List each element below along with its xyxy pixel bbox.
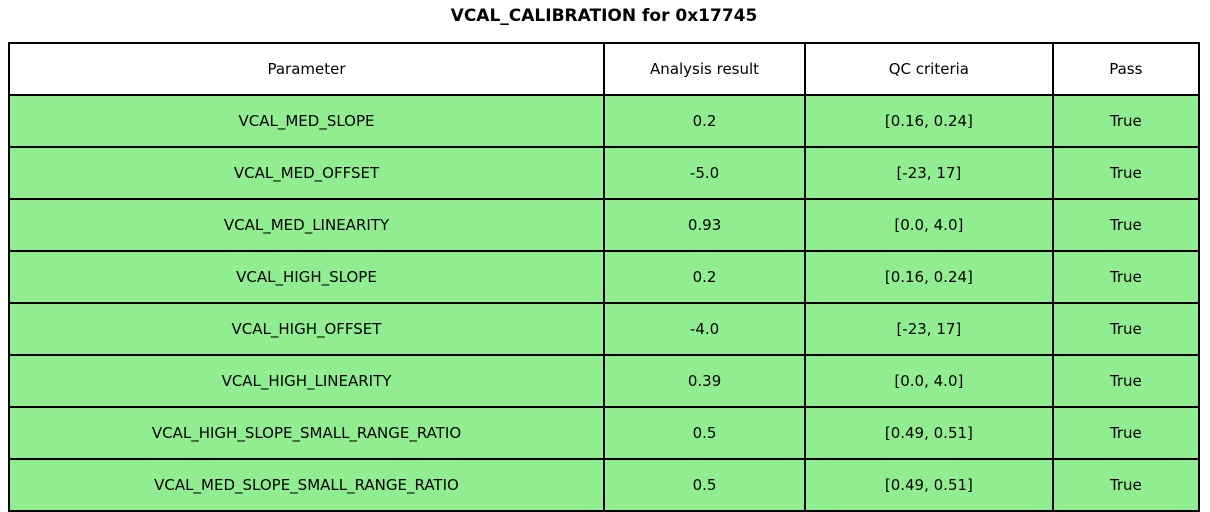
table-row: VCAL_MED_SLOPE_SMALL_RANGE_RATIO 0.5 [0.… [8,458,1201,512]
table-body: VCAL_MED_SLOPE 0.2 [0.16, 0.24] True VCA… [8,94,1201,512]
cell-pass: True [1051,354,1201,408]
cell-pass: True [1051,302,1201,356]
cell-qc-criteria: [0.0, 4.0] [804,198,1054,252]
cell-parameter: VCAL_MED_LINEARITY [8,198,605,252]
cell-pass: True [1051,198,1201,252]
column-header-qc-criteria: QC criteria [804,42,1054,96]
header-row: Parameter Analysis result QC criteria Pa… [8,42,1201,96]
cell-analysis-result: 0.5 [602,406,807,460]
cell-parameter: VCAL_HIGH_SLOPE [8,250,605,304]
page-title: VCAL_CALIBRATION for 0x17745 [450,6,758,26]
cell-parameter: VCAL_MED_SLOPE [8,94,605,148]
table-header: Parameter Analysis result QC criteria Pa… [8,42,1201,96]
cell-pass: True [1051,250,1201,304]
column-header-parameter: Parameter [8,42,605,96]
cell-qc-criteria: [-23, 17] [804,302,1054,356]
table-row: VCAL_HIGH_OFFSET -4.0 [-23, 17] True [8,302,1201,356]
cell-analysis-result: -4.0 [602,302,807,356]
cell-parameter: VCAL_MED_SLOPE_SMALL_RANGE_RATIO [8,458,605,512]
table-row: VCAL_HIGH_SLOPE_SMALL_RANGE_RATIO 0.5 [0… [8,406,1201,460]
cell-analysis-result: 0.5 [602,458,807,512]
table-row: VCAL_HIGH_SLOPE 0.2 [0.16, 0.24] True [8,250,1201,304]
cell-parameter: VCAL_HIGH_LINEARITY [8,354,605,408]
cell-pass: True [1051,458,1201,512]
cell-qc-criteria: [0.16, 0.24] [804,94,1054,148]
qc-results-table: Parameter Analysis result QC criteria Pa… [8,42,1201,512]
cell-pass: True [1051,406,1201,460]
cell-pass: True [1051,94,1201,148]
cell-qc-criteria: [0.49, 0.51] [804,406,1054,460]
column-header-analysis-result: Analysis result [602,42,807,96]
cell-analysis-result: 0.2 [602,250,807,304]
cell-analysis-result: -5.0 [602,146,807,200]
table-row: VCAL_MED_OFFSET -5.0 [-23, 17] True [8,146,1201,200]
cell-pass: True [1051,146,1201,200]
cell-qc-criteria: [-23, 17] [804,146,1054,200]
table-row: VCAL_MED_LINEARITY 0.93 [0.0, 4.0] True [8,198,1201,252]
cell-analysis-result: 0.2 [602,94,807,148]
column-header-pass: Pass [1051,42,1201,96]
cell-analysis-result: 0.93 [602,198,807,252]
table-row: VCAL_MED_SLOPE 0.2 [0.16, 0.24] True [8,94,1201,148]
table-row: VCAL_HIGH_LINEARITY 0.39 [0.0, 4.0] True [8,354,1201,408]
cell-analysis-result: 0.39 [602,354,807,408]
cell-qc-criteria: [0.16, 0.24] [804,250,1054,304]
cell-qc-criteria: [0.49, 0.51] [804,458,1054,512]
cell-qc-criteria: [0.0, 4.0] [804,354,1054,408]
cell-parameter: VCAL_HIGH_OFFSET [8,302,605,356]
cell-parameter: VCAL_MED_OFFSET [8,146,605,200]
cell-parameter: VCAL_HIGH_SLOPE_SMALL_RANGE_RATIO [8,406,605,460]
